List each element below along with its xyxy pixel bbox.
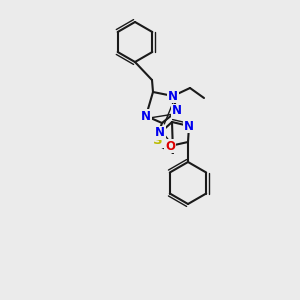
Text: S: S bbox=[153, 134, 163, 146]
Text: N: N bbox=[184, 119, 194, 133]
Text: N: N bbox=[141, 110, 151, 122]
Text: O: O bbox=[165, 140, 175, 152]
Text: N: N bbox=[168, 89, 178, 103]
Text: N: N bbox=[172, 104, 182, 118]
Text: N: N bbox=[155, 127, 165, 140]
